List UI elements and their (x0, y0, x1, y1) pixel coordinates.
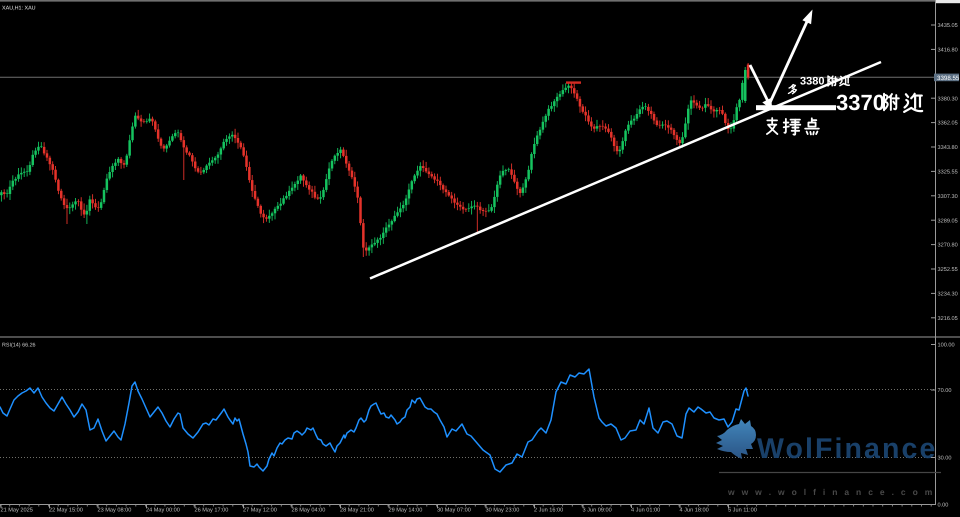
svg-text:3216.05: 3216.05 (938, 316, 958, 322)
svg-text:3398.55: 3398.55 (937, 75, 960, 82)
svg-text:3234.30: 3234.30 (938, 292, 958, 298)
svg-text:21 May 2025: 21 May 2025 (1, 508, 33, 514)
svg-text:30.00: 30.00 (938, 456, 952, 462)
svg-text:27 May 12:00: 27 May 12:00 (243, 508, 277, 514)
svg-text:3325.55: 3325.55 (938, 170, 958, 176)
svg-text:26 May 17:00: 26 May 17:00 (195, 508, 229, 514)
svg-text:2 Jun 16:00: 2 Jun 16:00 (534, 508, 563, 514)
svg-text:28 May 21:00: 28 May 21:00 (340, 508, 374, 514)
svg-text:0.00: 0.00 (938, 503, 949, 509)
svg-text:23 May 08:00: 23 May 08:00 (98, 508, 132, 514)
svg-text:3435.05: 3435.05 (938, 23, 958, 29)
svg-text:3270.80: 3270.80 (938, 243, 958, 249)
svg-text:29 May 14:00: 29 May 14:00 (389, 508, 423, 514)
svg-text:4 Jun 01:00: 4 Jun 01:00 (631, 508, 660, 514)
svg-text:30 May 07:00: 30 May 07:00 (437, 508, 471, 514)
svg-text:RSI(14) 66.26: RSI(14) 66.26 (2, 343, 36, 349)
svg-text:30 May 23:00: 30 May 23:00 (486, 508, 520, 514)
svg-text:28 May 04:00: 28 May 04:00 (292, 508, 326, 514)
svg-text:3343.80: 3343.80 (938, 145, 958, 151)
svg-text:XAU,H1: XAU: XAU,H1: XAU (2, 6, 36, 12)
svg-text:5 Jun 11:00: 5 Jun 11:00 (728, 508, 757, 514)
svg-text:w w w . w o l f i n a n c e .: w w w . w o l f i n a n c e . c o m (727, 487, 935, 497)
svg-text:3416.80: 3416.80 (938, 48, 958, 54)
svg-text:3370: 3370 (836, 90, 885, 115)
svg-text:24 May 00:00: 24 May 00:00 (146, 508, 180, 514)
svg-text:3289.05: 3289.05 (938, 218, 958, 224)
svg-text:4 Jun 18:00: 4 Jun 18:00 (680, 508, 709, 514)
svg-text:WolFinance: WolFinance (757, 433, 937, 465)
svg-text:3 Jun 09:00: 3 Jun 09:00 (583, 508, 612, 514)
svg-text:3362.05: 3362.05 (938, 121, 958, 127)
svg-text:100.00: 100.00 (938, 343, 955, 349)
svg-text:70.00: 70.00 (938, 388, 952, 394)
svg-text:3380: 3380 (800, 76, 824, 88)
svg-text:3380.30: 3380.30 (938, 96, 958, 102)
svg-text:3307.30: 3307.30 (938, 194, 958, 200)
svg-text:22 May 15:00: 22 May 15:00 (49, 508, 83, 514)
svg-text:3252.55: 3252.55 (938, 267, 958, 273)
